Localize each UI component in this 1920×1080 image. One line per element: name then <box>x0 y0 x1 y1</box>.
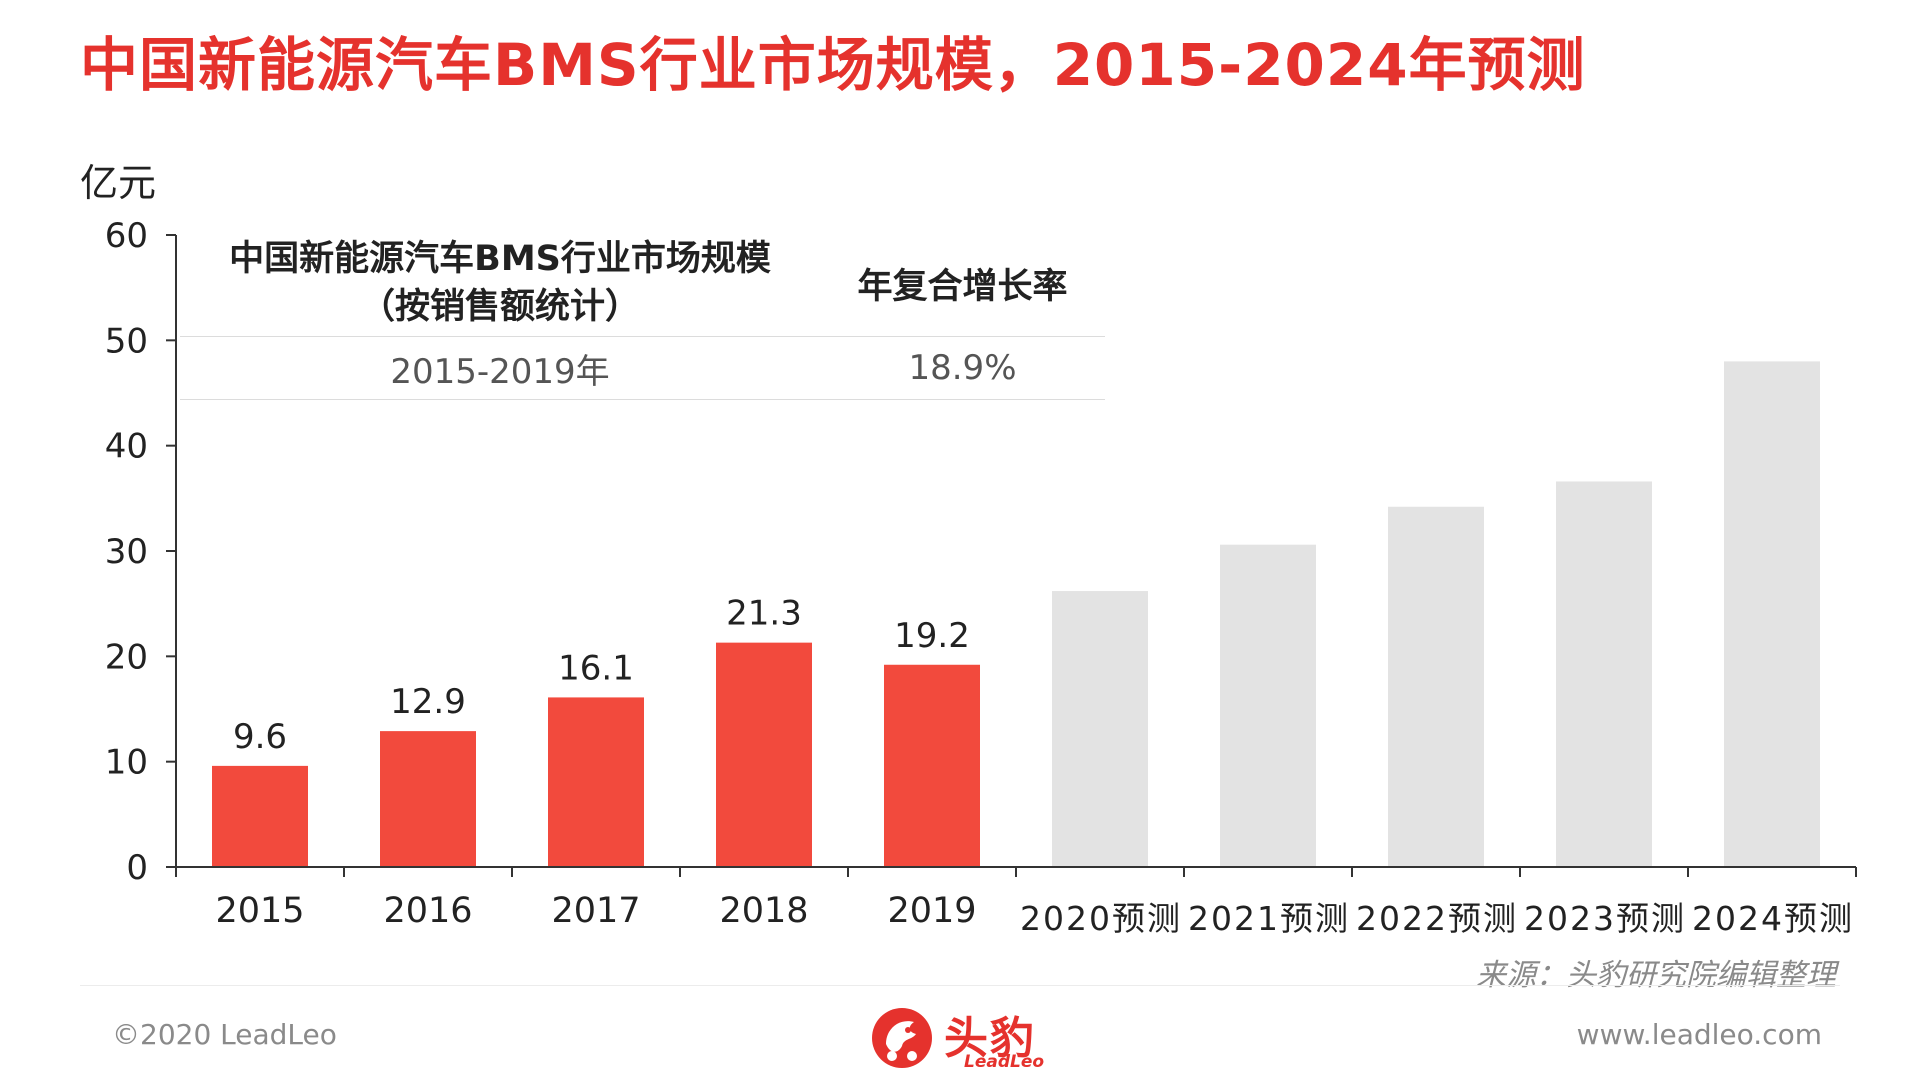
bar <box>380 731 476 867</box>
y-tick-label: 50 <box>105 321 148 361</box>
cagr-table: 中国新能源汽车BMS行业市场规模 （按销售额统计） 年复合增长率 2015-20… <box>180 230 1105 400</box>
footer-divider <box>80 985 1840 986</box>
cagr-table-metric-header: 中国新能源汽车BMS行业市场规模 （按销售额统计） <box>180 235 820 331</box>
x-tick-label: 2021预测 <box>1188 899 1348 938</box>
cagr-table-row: 2015-2019年 18.9% <box>180 336 1105 400</box>
y-axis-unit: 亿元 <box>80 161 157 205</box>
website-url: www.leadleo.com <box>1576 1018 1822 1051</box>
bar <box>1556 481 1652 867</box>
copyright: ©2020 LeadLeo <box>112 1018 337 1051</box>
y-tick-label: 0 <box>126 848 148 888</box>
cagr-period: 2015-2019年 <box>390 351 610 392</box>
bar-value-label: 9.6 <box>233 717 287 757</box>
bar <box>1724 361 1820 867</box>
x-tick-label: 2019 <box>887 891 976 931</box>
leadleo-logo: 头豹 LeadLeo <box>868 1000 1068 1076</box>
bar-chart: 0 10 20 30 40 50 60 9.6 12.9 16.1 21.3 19.2 2015 20… <box>105 216 1857 938</box>
bar <box>1052 591 1148 867</box>
logo-english-text: LeadLeo <box>964 1052 1045 1072</box>
bar <box>1220 544 1316 867</box>
bar-value-label: 16.1 <box>558 648 634 688</box>
bar <box>884 664 980 867</box>
cagr-rate-value: 18.9% <box>908 348 1017 388</box>
x-tick-label: 2017 <box>551 891 640 931</box>
y-tick-label: 30 <box>105 532 148 572</box>
x-tick-label: 2016 <box>383 891 472 931</box>
y-tick-label: 20 <box>105 637 148 677</box>
y-tick-label: 10 <box>105 743 148 783</box>
logo-chinese-text: 头豹 <box>944 1013 1036 1064</box>
bar <box>548 697 644 867</box>
bar <box>1388 506 1484 867</box>
source-note: 来源：头豹研究院编辑整理 <box>1476 958 1836 993</box>
bar <box>716 642 812 867</box>
cagr-rate-header: 年复合增长率 <box>857 266 1068 307</box>
x-tick-label: 2018 <box>719 891 808 931</box>
y-tick-label: 60 <box>105 216 148 256</box>
page-title: 中国新能源汽车BMS行业市场规模，2015-2024年预测 <box>80 31 1586 99</box>
cagr-header-line2: （按销售额统计） <box>359 287 640 327</box>
bar-value-label: 19.2 <box>894 616 970 656</box>
cagr-table-header: 中国新能源汽车BMS行业市场规模 （按销售额统计） 年复合增长率 <box>180 230 1105 336</box>
cagr-header-line1: 中国新能源汽车BMS行业市场规模 <box>229 239 771 279</box>
x-tick-label: 2024预测 <box>1692 899 1852 938</box>
x-tick-label: 2020预测 <box>1020 899 1180 938</box>
bar-value-label: 12.9 <box>390 682 466 722</box>
bar <box>212 765 308 867</box>
x-tick-label: 2022预测 <box>1356 899 1516 938</box>
x-tick-label: 2023预测 <box>1524 899 1684 938</box>
leadleo-logo-icon <box>872 1008 932 1068</box>
bar-value-label: 21.3 <box>726 594 802 634</box>
y-tick-label: 40 <box>105 427 148 467</box>
x-tick-label: 2015 <box>215 891 304 931</box>
